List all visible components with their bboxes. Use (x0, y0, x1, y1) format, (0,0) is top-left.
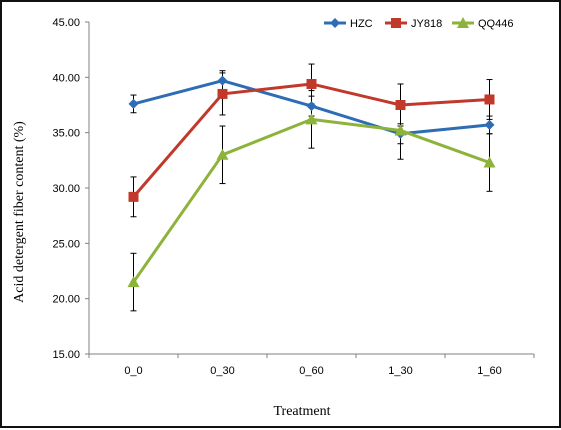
x-tick-label: 0_60 (299, 365, 323, 377)
y-tick-label: 35.00 (52, 128, 80, 140)
y-tick-labels: 15.00 20.00 25.00 30.00 35.00 40.00 45.00 (52, 17, 89, 361)
x-tick-labels: 0_0 0_30 0_60 1_30 1_60 (88, 354, 535, 377)
qq446-point (305, 113, 318, 125)
legend-jy818-marker (391, 18, 401, 28)
x-tick-label: 1_30 (388, 365, 412, 377)
jy818-point (484, 94, 495, 105)
qq446-point (483, 156, 496, 168)
y-tick-label: 20.00 (52, 294, 80, 306)
legend-hzc-marker (330, 18, 340, 28)
error-bars (130, 63, 493, 312)
qq446-point (394, 124, 407, 136)
x-tick-label: 0_0 (124, 365, 142, 377)
jy818-point (306, 78, 317, 89)
qq446-point (127, 276, 140, 288)
legend-jy818-label: JY818 (411, 18, 442, 30)
hzc-point (217, 75, 228, 86)
legend-hzc-label: HZC (350, 18, 373, 30)
series-markers (127, 75, 496, 288)
y-axis-label: Acid detergent fiber content (%) (12, 121, 27, 303)
hzc-point (306, 101, 317, 112)
jy818-point (128, 191, 139, 202)
legend-qq446-label: QQ446 (478, 18, 513, 30)
qq446-point (216, 148, 229, 160)
hzc-point (484, 119, 495, 130)
x-tick-label: 1_60 (477, 365, 501, 377)
legend-qq446-marker (457, 17, 469, 28)
y-tick-label: 40.00 (52, 72, 80, 84)
legend: HZC JY818 QQ446 (324, 17, 513, 30)
y-tick-label: 25.00 (52, 238, 80, 250)
y-tick-label: 45.00 (52, 17, 80, 29)
x-axis-label: Treatment (273, 404, 330, 419)
hzc-point (128, 98, 139, 109)
y-tick-label: 30.00 (52, 183, 80, 195)
x-tick-label: 0_30 (210, 365, 234, 377)
jy818-point (395, 100, 406, 110)
y-tick-label: 15.00 (52, 349, 80, 361)
jy818-point (217, 88, 228, 99)
